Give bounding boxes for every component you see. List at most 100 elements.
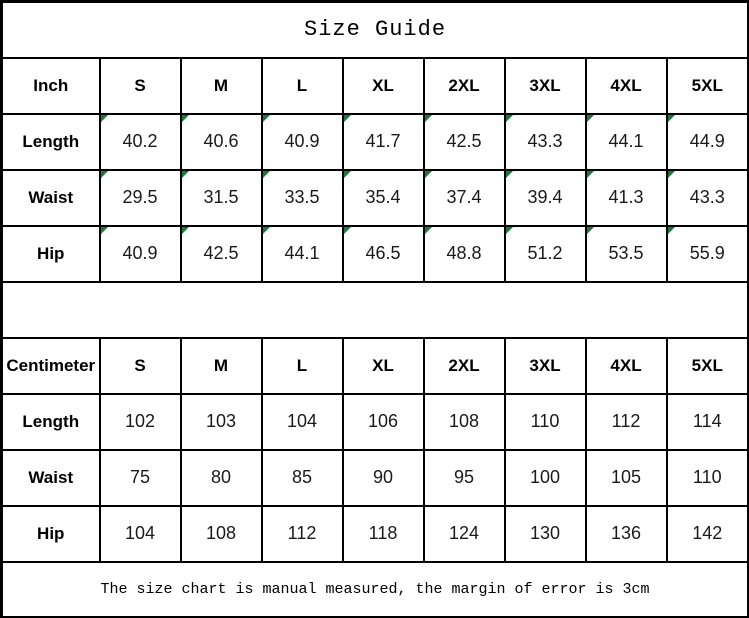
size-value: 44.9 xyxy=(665,112,749,171)
size-value: 35.4 xyxy=(341,168,425,227)
size-value: 44.1 xyxy=(584,112,668,171)
size-header: L xyxy=(260,336,344,395)
footer-row: The size chart is manual measured, the m… xyxy=(0,560,749,618)
cm-waist-row: Waist 75 80 85 90 95 100 105 110 xyxy=(0,448,749,507)
size-value: 110 xyxy=(665,448,749,507)
size-value: 48.8 xyxy=(422,224,506,283)
size-value-text: 55.9 xyxy=(689,243,725,263)
green-corner-icon xyxy=(587,171,594,178)
size-value: 112 xyxy=(260,504,344,563)
size-value-text: 39.4 xyxy=(527,187,563,207)
size-value: 130 xyxy=(503,504,587,563)
row-label: Waist xyxy=(0,168,101,227)
size-value: 103 xyxy=(179,392,263,451)
size-value: 108 xyxy=(422,392,506,451)
size-value: 43.3 xyxy=(665,168,749,227)
size-header: L xyxy=(260,56,344,115)
size-value-text: 51.2 xyxy=(527,243,563,263)
size-value: 44.1 xyxy=(260,224,344,283)
green-corner-icon xyxy=(668,227,675,234)
row-label: Length xyxy=(0,392,101,451)
green-corner-icon xyxy=(101,171,108,178)
green-corner-icon xyxy=(263,227,270,234)
size-value-text: 42.5 xyxy=(446,131,482,151)
size-value-text: 42.5 xyxy=(203,243,239,263)
size-value: 33.5 xyxy=(260,168,344,227)
green-corner-icon xyxy=(101,115,108,122)
inch-waist-row: Waist 29.5 31.5 33.5 35.4 37.4 39.4 41.3… xyxy=(0,168,749,227)
cm-header-row: Centimeter S M L XL 2XL 3XL 4XL 5XL xyxy=(0,336,749,395)
row-label: Hip xyxy=(0,224,101,283)
size-value: 42.5 xyxy=(422,112,506,171)
size-value: 110 xyxy=(503,392,587,451)
size-value-text: 40.2 xyxy=(122,131,158,151)
size-value: 124 xyxy=(422,504,506,563)
size-value: 40.9 xyxy=(260,112,344,171)
size-value: 108 xyxy=(179,504,263,563)
inch-length-row: Length 40.2 40.6 40.9 41.7 42.5 43.3 44.… xyxy=(0,112,749,171)
green-corner-icon xyxy=(425,227,432,234)
size-value: 118 xyxy=(341,504,425,563)
size-value: 114 xyxy=(665,392,749,451)
size-value-text: 31.5 xyxy=(203,187,239,207)
size-value: 46.5 xyxy=(341,224,425,283)
size-header: 5XL xyxy=(665,336,749,395)
size-header: XL xyxy=(341,56,425,115)
size-header: M xyxy=(179,336,263,395)
size-value: 104 xyxy=(98,504,182,563)
size-value: 40.9 xyxy=(98,224,182,283)
size-value: 40.6 xyxy=(179,112,263,171)
green-corner-icon xyxy=(182,115,189,122)
size-value-text: 35.4 xyxy=(365,187,401,207)
size-header: 3XL xyxy=(503,336,587,395)
unit-label-centimeter: Centimeter xyxy=(0,336,101,395)
green-corner-icon xyxy=(344,115,351,122)
size-value-text: 41.7 xyxy=(365,131,401,151)
size-value: 102 xyxy=(98,392,182,451)
size-value: 80 xyxy=(179,448,263,507)
size-value: 85 xyxy=(260,448,344,507)
size-value-text: 33.5 xyxy=(284,187,320,207)
size-value: 31.5 xyxy=(179,168,263,227)
green-corner-icon xyxy=(668,171,675,178)
unit-label-inch: Inch xyxy=(0,56,101,115)
size-value-text: 43.3 xyxy=(689,187,725,207)
inch-header-row: Inch S M L XL 2XL 3XL 4XL 5XL xyxy=(0,56,749,115)
size-header: M xyxy=(179,56,263,115)
green-corner-icon xyxy=(425,171,432,178)
green-corner-icon xyxy=(506,171,513,178)
size-value-text: 53.5 xyxy=(608,243,644,263)
size-value-text: 46.5 xyxy=(365,243,401,263)
size-value: 106 xyxy=(341,392,425,451)
green-corner-icon xyxy=(182,227,189,234)
green-corner-icon xyxy=(263,115,270,122)
green-corner-icon xyxy=(587,115,594,122)
size-value-text: 37.4 xyxy=(446,187,482,207)
size-value: 40.2 xyxy=(98,112,182,171)
size-header: 4XL xyxy=(584,56,668,115)
size-header: XL xyxy=(341,336,425,395)
size-value-text: 40.6 xyxy=(203,131,239,151)
size-value: 75 xyxy=(98,448,182,507)
size-header: 3XL xyxy=(503,56,587,115)
green-corner-icon xyxy=(668,115,675,122)
size-header: 5XL xyxy=(665,56,749,115)
size-value: 55.9 xyxy=(665,224,749,283)
green-corner-icon xyxy=(263,171,270,178)
size-value-text: 44.1 xyxy=(608,131,644,151)
size-value-text: 48.8 xyxy=(446,243,482,263)
green-corner-icon xyxy=(182,171,189,178)
size-value: 142 xyxy=(665,504,749,563)
size-value: 43.3 xyxy=(503,112,587,171)
cm-hip-row: Hip 104 108 112 118 124 130 136 142 xyxy=(0,504,749,563)
size-value-text: 43.3 xyxy=(527,131,563,151)
green-corner-icon xyxy=(344,171,351,178)
green-corner-icon xyxy=(425,115,432,122)
page-title: Size Guide xyxy=(0,0,749,59)
green-corner-icon xyxy=(344,227,351,234)
size-value-text: 41.3 xyxy=(608,187,644,207)
footer-note: The size chart is manual measured, the m… xyxy=(0,560,749,618)
size-value: 95 xyxy=(422,448,506,507)
